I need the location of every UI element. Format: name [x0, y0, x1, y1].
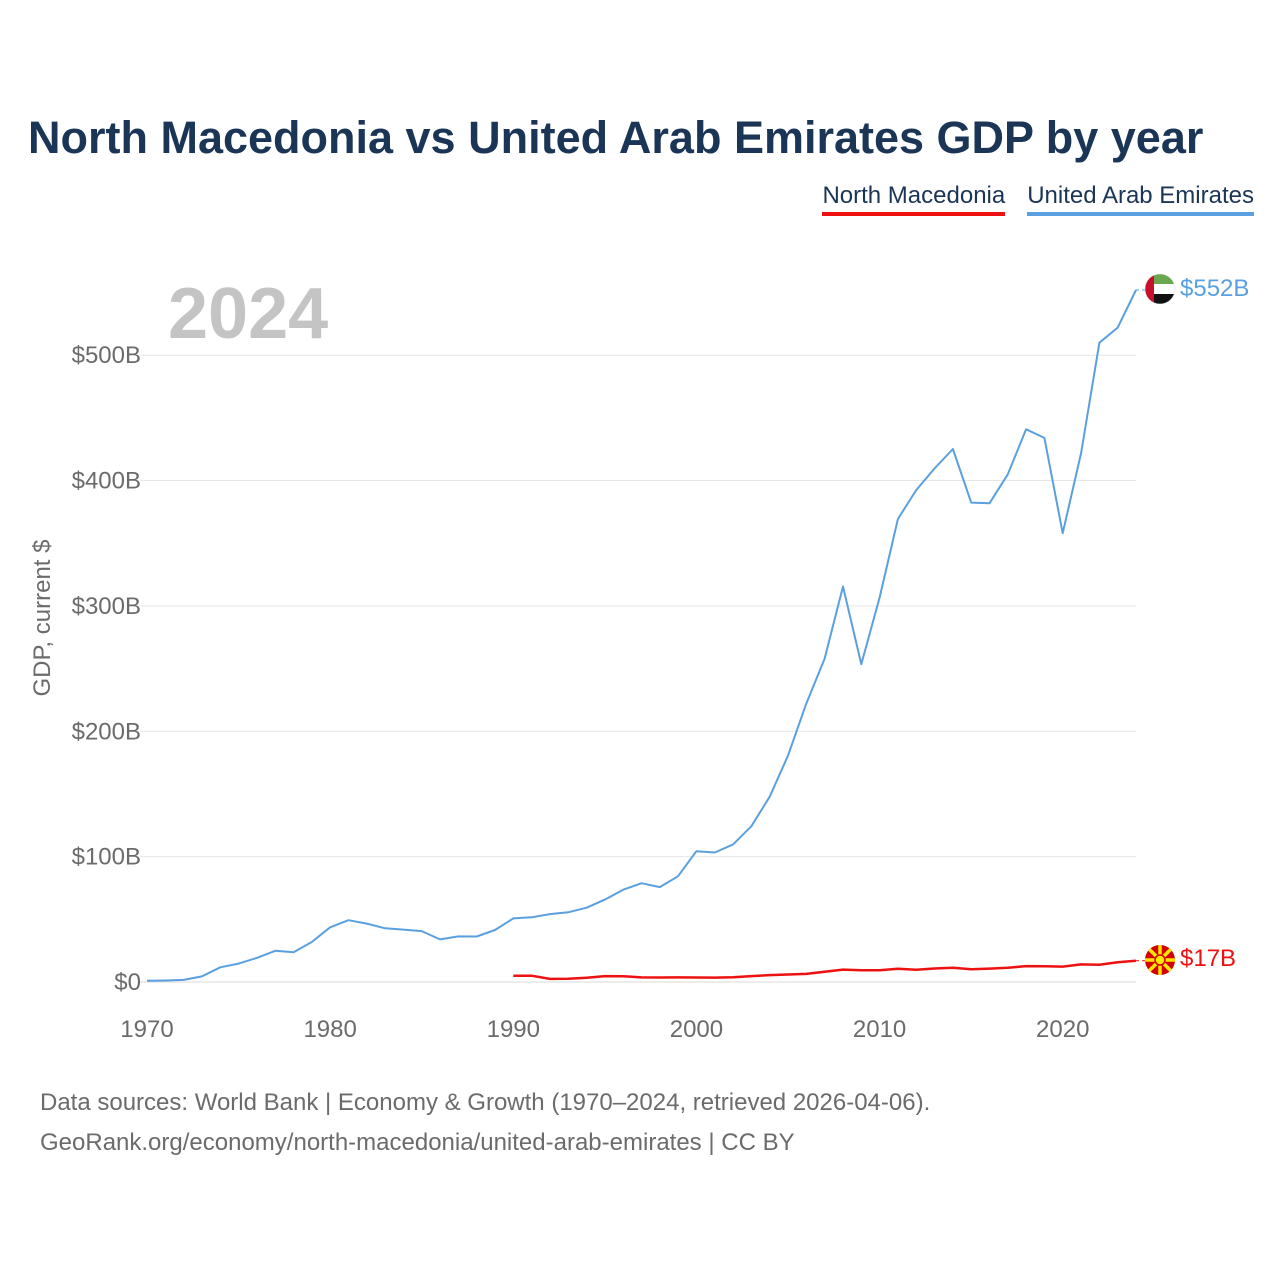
gridlines — [140, 354, 1136, 983]
legend-item-united-arab-emirates[interactable]: United Arab Emirates — [1027, 182, 1254, 216]
legend-item-north-macedonia[interactable]: North Macedonia — [822, 182, 1006, 216]
source-line-2: GeoRank.org/economy/north-macedonia/unit… — [40, 1129, 795, 1156]
y-tick-label: $0 — [114, 969, 141, 996]
y-tick-label: $200B — [72, 718, 141, 745]
y-tick-label: $400B — [72, 468, 141, 495]
x-axis: 1970 1980 1990 2000 2010 2020 — [120, 1016, 1089, 1043]
year-watermark: 2024 — [168, 274, 328, 354]
y-axis: $0 $100B $200B $300B $400B $500B — [72, 342, 141, 996]
north-macedonia-flag-icon — [1145, 945, 1175, 975]
x-tick-label: 1990 — [487, 1016, 540, 1043]
x-tick-label: 2000 — [670, 1016, 723, 1043]
end-markers: $552B $17B — [1144, 273, 1249, 975]
source-line-1: Data sources: World Bank | Economy & Gro… — [40, 1089, 931, 1116]
x-tick-label: 2010 — [853, 1016, 906, 1043]
chart-title: North Macedonia vs United Arab Emirates … — [28, 112, 1204, 163]
north-macedonia-end-label: $17B — [1180, 945, 1236, 972]
uae-end-label: $552B — [1180, 275, 1249, 302]
x-tick-label: 2020 — [1036, 1016, 1089, 1043]
y-axis-label: GDP, current $ — [29, 540, 56, 697]
y-tick-label: $500B — [72, 342, 141, 369]
y-tick-label: $100B — [72, 844, 141, 871]
series-line-united-arab-emirates — [146, 289, 1137, 982]
y-tick-label: $300B — [72, 593, 141, 620]
uae-flag-icon — [1144, 273, 1176, 305]
source-note: Data sources: World Bank | Economy & Gro… — [40, 1083, 930, 1163]
x-tick-label: 1980 — [303, 1016, 356, 1043]
x-tick-label: 1970 — [120, 1016, 173, 1043]
series-line-north-macedonia — [513, 959, 1137, 981]
legend: North Macedonia United Arab Emirates — [822, 182, 1254, 216]
series-group — [146, 289, 1146, 982]
